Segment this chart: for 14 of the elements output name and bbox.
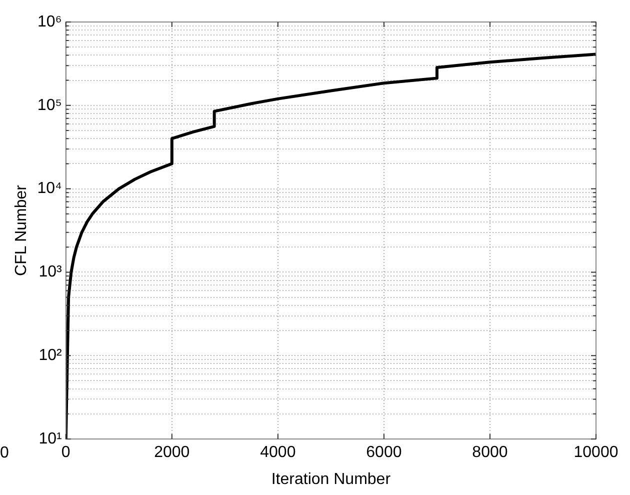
y-tick-label: 10⁴ [37,180,62,198]
x-tick-label: 0 [61,444,70,462]
x-tick-label: 8000 [472,444,508,462]
y-tick-label: 10⁶ [37,13,62,30]
y-tick-label: 10² [38,347,63,364]
x-tick-label: 10000 [574,444,618,462]
x-tick-label: 4000 [260,444,296,462]
x-tick-label: 6000 [366,444,402,462]
x-tick-label: 2000 [154,444,190,462]
y-axis-title: CFL Number [13,184,30,276]
x-axis-title: Iteration Number [271,470,392,488]
y-tick-label: 10¹ [38,430,62,448]
y-tick-label: 10³ [38,264,63,281]
y-tick-label: 10⁵ [37,96,62,114]
